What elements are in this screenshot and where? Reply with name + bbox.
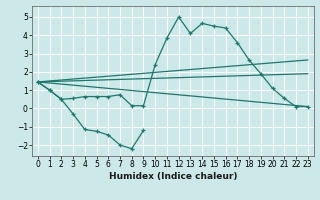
X-axis label: Humidex (Indice chaleur): Humidex (Indice chaleur) [108, 172, 237, 181]
